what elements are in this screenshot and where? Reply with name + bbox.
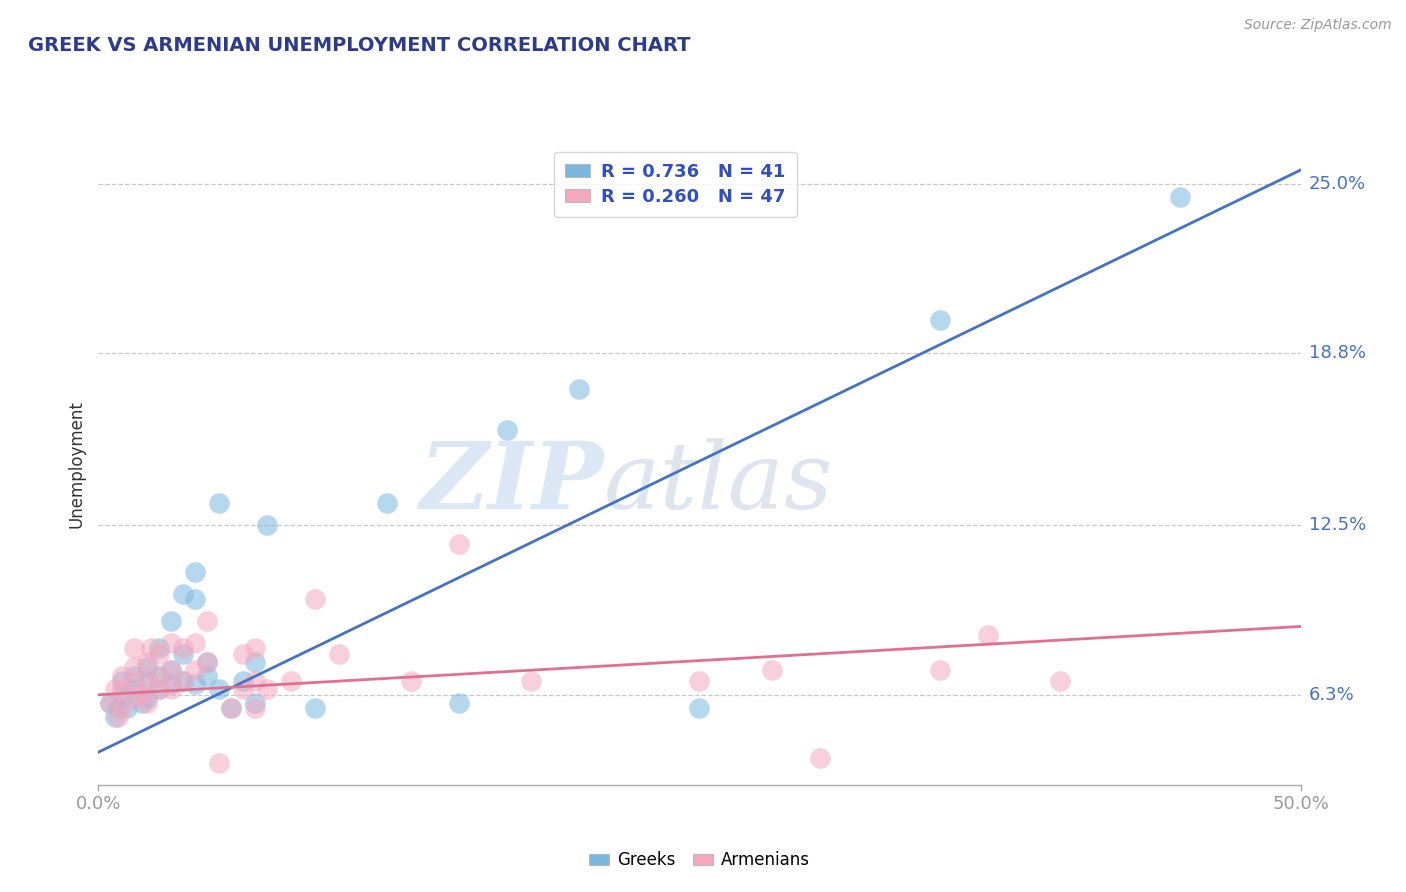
Point [124,641,146,656]
Point [183,592,205,607]
Point [135,674,157,689]
Point [243,641,266,656]
Point [808,750,831,764]
Point [219,701,242,715]
Point [219,701,242,715]
Point [520,674,543,689]
Point [172,674,194,689]
Point [195,614,218,628]
Text: Source: ZipAtlas.com: Source: ZipAtlas.com [1244,18,1392,32]
Point [124,674,146,689]
Text: 25.0%: 25.0% [1309,175,1367,193]
Point [124,682,146,697]
Point [568,382,591,396]
Text: ZIP: ZIP [419,438,603,528]
Point [100,696,122,710]
Point [256,518,278,533]
Point [159,682,181,697]
Text: GREEK VS ARMENIAN UNEMPLOYMENT CORRELATION CHART: GREEK VS ARMENIAN UNEMPLOYMENT CORRELATI… [28,36,690,54]
Text: atlas: atlas [603,438,832,528]
Point [183,663,205,677]
Point [195,668,218,682]
Point [124,690,146,705]
Point [148,668,170,682]
Point [172,647,194,661]
Point [280,674,302,689]
Point [232,647,254,661]
Point [135,690,157,705]
Point [183,636,205,650]
Legend: Greeks, Armenians: Greeks, Armenians [582,845,817,876]
Point [1049,674,1071,689]
Point [141,641,163,656]
Point [159,636,181,650]
Point [111,682,134,697]
Point [304,592,326,607]
Point [208,756,231,770]
Point [183,565,205,579]
Point [100,696,122,710]
Point [148,682,170,697]
Point [447,537,470,551]
Point [148,682,170,697]
Point [375,496,398,510]
Point [195,655,218,669]
Point [104,682,127,697]
Point [159,614,181,628]
Point [688,701,710,715]
Point [159,663,181,677]
Text: 18.8%: 18.8% [1309,344,1365,362]
Point [148,647,170,661]
Point [208,682,231,697]
Point [107,709,129,723]
Point [688,674,710,689]
Point [104,709,127,723]
Point [135,696,157,710]
Point [328,647,350,661]
Point [208,496,231,510]
Point [232,674,254,689]
Point [195,655,218,669]
Point [148,668,170,682]
Point [399,674,422,689]
Point [124,660,146,674]
Point [243,655,266,669]
Point [304,701,326,715]
Point [117,701,139,715]
Point [124,668,146,682]
Point [131,688,153,702]
Point [928,313,950,327]
Point [135,674,157,689]
Point [111,701,134,715]
Point [131,696,153,710]
Point [148,641,170,656]
Point [1170,190,1192,204]
Point [183,677,205,691]
Point [243,674,266,689]
Point [111,688,134,702]
Point [111,668,134,682]
Point [135,655,157,669]
Point [172,641,194,656]
Point [172,674,194,689]
Point [496,423,519,437]
Y-axis label: Unemployment: Unemployment [67,400,86,528]
Point [159,663,181,677]
Point [107,701,129,715]
Point [232,682,254,697]
Point [243,701,266,715]
Point [243,696,266,710]
Point [256,682,278,697]
Text: 12.5%: 12.5% [1309,516,1367,534]
Point [447,696,470,710]
Point [159,677,181,691]
Point [172,587,194,601]
Point [135,660,157,674]
Point [977,627,1000,641]
Point [111,674,134,689]
Point [761,663,783,677]
Point [928,663,950,677]
Text: 6.3%: 6.3% [1309,686,1354,704]
